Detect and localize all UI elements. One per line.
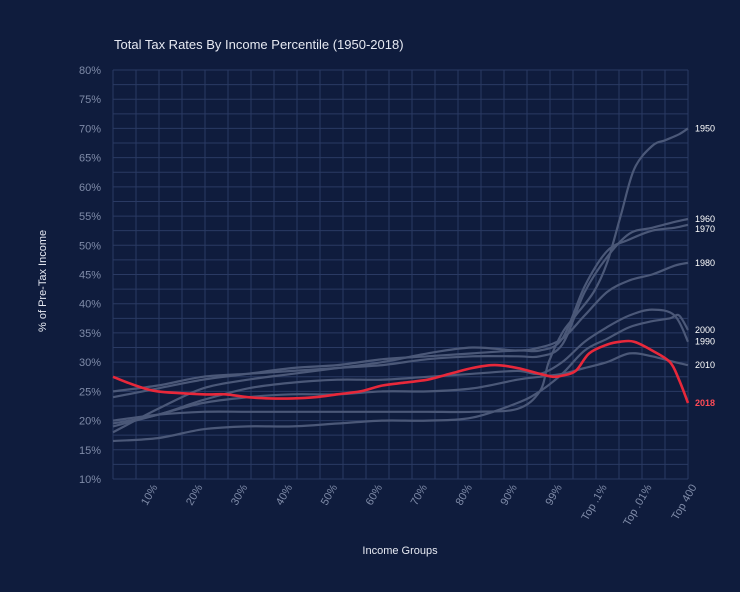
- series-line-1950: [112, 127, 689, 422]
- y-tick-label: 60%: [79, 182, 101, 194]
- y-tick-label: 35%: [79, 328, 101, 340]
- x-tick-label: 50%: [319, 482, 341, 507]
- series-line-2000: [112, 313, 689, 443]
- series-label-1970: 1970: [695, 224, 715, 234]
- x-tick-label: 70%: [409, 482, 431, 507]
- series-line-1970: [112, 223, 689, 399]
- y-tick-label: 10%: [79, 474, 101, 486]
- x-tick-label: Top 400: [670, 483, 700, 523]
- series-label-1980: 1980: [695, 258, 715, 268]
- x-tick-label: 20%: [184, 482, 206, 507]
- x-tick-label: 10%: [139, 482, 161, 507]
- y-tick-label: 50%: [79, 240, 101, 252]
- series-label-1950: 1950: [695, 123, 715, 133]
- y-tick-label: 30%: [79, 357, 101, 369]
- x-tick-label: 90%: [498, 482, 520, 507]
- series-label-2010: 2010: [695, 360, 715, 370]
- x-tick-label: 40%: [274, 482, 296, 507]
- series-line-1980: [112, 261, 689, 434]
- x-axis-label: Income Groups: [362, 545, 438, 557]
- y-tick-label: 65%: [79, 153, 101, 165]
- x-tick-label: 60%: [364, 482, 386, 507]
- y-tick-label: 25%: [79, 386, 101, 398]
- x-tick-label: Top .1%: [579, 482, 609, 523]
- series-label-1960: 1960: [695, 214, 715, 224]
- y-tick-label: 55%: [79, 211, 101, 223]
- series-label-1990: 1990: [695, 337, 715, 347]
- chart-title: Total Tax Rates By Income Percentile (19…: [114, 37, 404, 52]
- x-tick-label: 80%: [454, 482, 476, 507]
- y-tick-label: 80%: [79, 65, 101, 77]
- series-line-2018: [112, 339, 690, 404]
- y-tick-label: 75%: [79, 94, 101, 106]
- y-tick-label: 40%: [79, 299, 101, 311]
- series-label-2000: 2000: [695, 325, 715, 335]
- x-tick-label: 30%: [229, 482, 251, 507]
- y-tick-label: 70%: [79, 123, 101, 135]
- x-tick-label: Top .01%: [621, 482, 654, 528]
- series-line-1990: [112, 308, 689, 425]
- y-tick-label: 45%: [79, 270, 101, 282]
- y-tick-label: 15%: [79, 445, 101, 457]
- x-tick-label: 99%: [543, 482, 565, 507]
- series-label-2018: 2018: [695, 398, 715, 408]
- y-tick-label: 20%: [79, 416, 101, 428]
